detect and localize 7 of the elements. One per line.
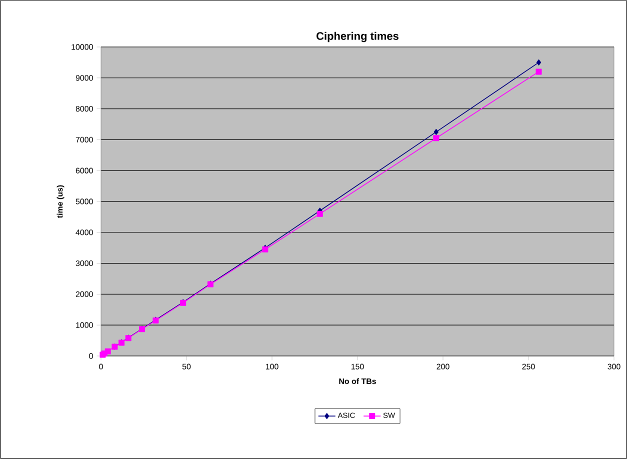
chart-title: Ciphering times — [316, 32, 398, 42]
point — [434, 128, 439, 135]
point — [433, 135, 440, 142]
point — [536, 68, 542, 75]
point — [316, 210, 323, 217]
point — [536, 59, 542, 66]
point — [104, 348, 111, 354]
